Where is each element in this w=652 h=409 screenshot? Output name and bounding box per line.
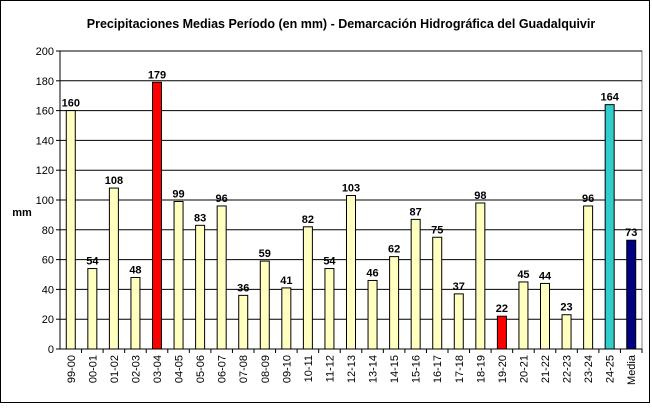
y-tick-label: 200	[36, 46, 54, 58]
data-label: 75	[431, 224, 443, 236]
data-label: 96	[216, 193, 228, 205]
x-tick-label: Media	[626, 354, 638, 385]
data-label: 54	[86, 256, 99, 268]
bar-21-22	[540, 282, 550, 350]
x-tick-label: 24-25	[605, 355, 617, 383]
x-tick-label: 00-01	[87, 355, 99, 383]
y-axis-label: mm	[12, 207, 32, 219]
x-tick-label: 06-07	[217, 355, 229, 383]
bar-10-11	[302, 226, 313, 350]
bar-04-05	[173, 200, 184, 350]
x-tick-label: 20-21	[518, 355, 530, 383]
data-label: 62	[388, 244, 400, 256]
data-label: 41	[280, 275, 292, 287]
y-tick-label: 20	[42, 314, 54, 326]
bar-23-24	[583, 205, 594, 350]
data-label: 54	[323, 256, 336, 268]
x-tick-label: 07-08	[238, 355, 250, 383]
bar-20-21	[518, 281, 529, 350]
bar-19-20	[496, 315, 507, 350]
y-tick-label: 0	[48, 344, 54, 356]
x-tick-label: 09-10	[281, 355, 293, 383]
data-label: 45	[517, 269, 529, 281]
x-tick-label: 11-12	[324, 355, 336, 382]
bar-24-25	[604, 104, 615, 350]
bar-Media	[626, 239, 637, 350]
y-tick-label: 160	[36, 106, 54, 118]
x-tick-label: 14-15	[389, 355, 401, 383]
y-tick-label: 100	[36, 195, 54, 207]
x-tick-label: 01-02	[109, 355, 121, 383]
data-label: 103	[342, 183, 360, 195]
y-tick-label: 80	[42, 225, 54, 237]
data-label: 108	[105, 175, 123, 187]
labels-layer: 160 54 108 48 179 99 83 96 36 59 41 82 54 103 46 62 87 75…	[62, 69, 638, 315]
x-tick-label: 22-23	[562, 355, 574, 383]
bar-15-16	[410, 218, 421, 350]
bar-09-10	[281, 287, 292, 350]
bar-06-07	[216, 205, 227, 350]
x-tick-label: 17-18	[454, 355, 466, 383]
data-label: 46	[366, 267, 378, 279]
data-label: 83	[194, 212, 206, 224]
data-label: 98	[474, 190, 486, 202]
bar-22-23	[561, 314, 572, 350]
bar-14-15	[389, 256, 400, 350]
x-tick-label: 21-22	[540, 355, 552, 383]
data-label: 36	[237, 282, 249, 294]
y-tick-label: 40	[42, 284, 54, 296]
data-label: 48	[129, 264, 141, 276]
data-label: 59	[259, 248, 271, 260]
x-tick-label: 08-09	[260, 355, 272, 383]
data-label: 160	[62, 98, 80, 110]
x-tick-label: 18-19	[475, 355, 487, 383]
y-tick-label: 120	[36, 165, 54, 177]
x-tick-label: 13-14	[368, 355, 380, 383]
data-label: 87	[410, 206, 422, 218]
bar-13-14	[367, 279, 378, 350]
y-tick-label: 180	[36, 76, 54, 88]
data-label: 179	[148, 69, 166, 81]
chart-title: Precipitaciones Medias Período (en mm) -…	[87, 17, 596, 31]
bar-01-02	[108, 187, 119, 350]
bar-12-13	[346, 195, 356, 350]
bar-03-04	[152, 81, 162, 350]
bar-08-09	[259, 260, 270, 350]
bar-16-17	[432, 236, 443, 350]
data-label: 99	[172, 188, 184, 200]
bar-05-06	[195, 224, 206, 350]
x-tick-label: 03-04	[152, 355, 164, 383]
x-tick-label: 99-00	[66, 355, 78, 383]
bar-07-08	[238, 294, 249, 350]
x-tick-label: 10-11	[303, 355, 315, 382]
bar-17-18	[453, 293, 464, 350]
bar-18-19	[475, 202, 486, 350]
data-label: 22	[496, 303, 508, 315]
x-tick-label: 15-16	[411, 355, 423, 383]
data-label: 96	[582, 193, 594, 205]
bar-99-00	[65, 110, 76, 350]
data-label: 164	[600, 92, 619, 104]
bars-layer	[65, 81, 637, 350]
y-tick-label: 60	[42, 255, 54, 267]
y-tick-label: 140	[36, 135, 54, 147]
x-tick-label: 05-06	[195, 355, 207, 383]
x-tick-label: 02-03	[130, 355, 142, 383]
data-label: 23	[560, 302, 572, 314]
x-tick-label: 04-05	[174, 355, 186, 383]
bar-02-03	[130, 276, 141, 350]
axis-layer: 0 20 40 60 80 100 120 140 160 180 200 99-00 00-01 01-…	[36, 46, 643, 385]
x-tick-label: 16-17	[432, 355, 444, 383]
data-label: 44	[539, 270, 552, 282]
bar-11-12	[324, 268, 335, 350]
data-label: 82	[302, 214, 314, 226]
x-tick-label: 12-13	[346, 355, 358, 383]
data-label: 37	[453, 281, 465, 293]
bar-00-01	[87, 268, 98, 350]
x-tick-label: 23-24	[583, 355, 595, 383]
x-tick-label: 19-20	[497, 355, 509, 383]
data-label: 73	[625, 227, 637, 239]
